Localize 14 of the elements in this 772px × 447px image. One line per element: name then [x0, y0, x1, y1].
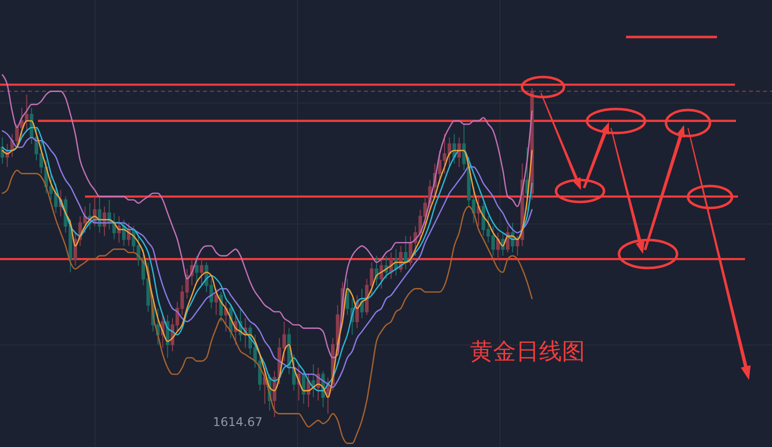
- candlestick: [496, 232, 500, 260]
- candlestick: [117, 216, 121, 244]
- candlestick: [457, 136, 461, 168]
- candlestick: [404, 236, 408, 270]
- candlestick: [194, 255, 199, 283]
- candlestick: [214, 288, 218, 316]
- annotation: 1614.67: [212, 415, 262, 429]
- candlestick: [200, 258, 204, 286]
- candlestick: [302, 370, 306, 404]
- candlestick: [360, 288, 364, 319]
- candlestick: [112, 212, 116, 240]
- candlestick: [380, 258, 384, 290]
- text: 黄金日线图: [470, 339, 585, 365]
- candlestick: [312, 364, 316, 398]
